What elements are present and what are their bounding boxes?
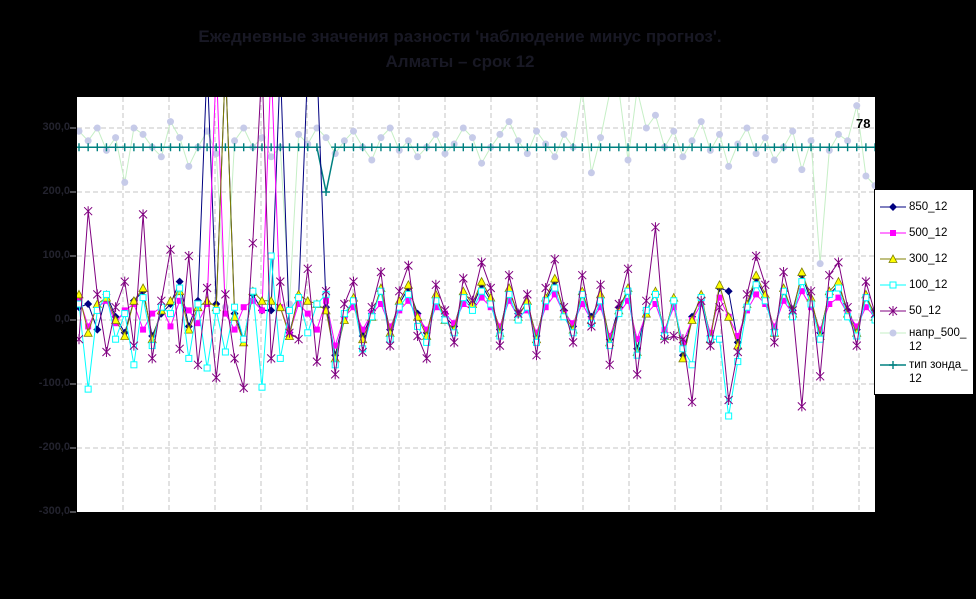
data-label-78: 78 <box>856 116 871 131</box>
y-axis-label: 200,0 <box>42 185 70 197</box>
legend-marker-square <box>880 230 906 236</box>
legend-label: напр_500_12 <box>909 327 967 353</box>
y-axis-label: -300,0 <box>38 505 70 517</box>
legend-marker-plus <box>880 361 906 369</box>
legend-item-300_12: 300_12 <box>879 248 973 270</box>
y-axis-label: -100,0 <box>38 377 70 389</box>
legend-marker-star <box>880 306 906 316</box>
series-50_12-line <box>78 97 875 407</box>
y-axis-label: 100,0 <box>42 249 70 261</box>
legend-marker-triangle <box>880 254 906 263</box>
legend-item--_12: тип зонда_12 <box>879 358 973 386</box>
legend-item-850_12: 850_12 <box>879 196 973 218</box>
series-100_12 <box>77 252 875 420</box>
chart-title-line2: Алматы – срок 12 <box>385 52 535 71</box>
y-axis-label: -200,0 <box>38 441 70 453</box>
legend-marker-diamond <box>880 203 906 211</box>
y-axis-ticks <box>70 127 76 513</box>
legend-item-50_12: 50_12 <box>879 300 973 322</box>
legend-label: 300_12 <box>909 253 948 265</box>
series-напр_500_12-line <box>78 97 875 308</box>
series-тип зонда_12-line <box>79 146 875 193</box>
legend-marker-circle <box>880 329 906 337</box>
chart-title-line1: Ежедневные значения разности 'наблюдение… <box>198 27 722 46</box>
legend-item-100_12: 100_12 <box>879 274 973 296</box>
legend-label: 100_12 <box>909 279 948 291</box>
legend-marker-square-open <box>880 281 906 289</box>
series-напр_500_12 <box>77 97 875 311</box>
chart-title: Ежедневные значения разности 'наблюдение… <box>70 24 850 74</box>
legend-item--_500_12: напр_500_12 <box>879 326 973 354</box>
y-axis-label: 0,0 <box>54 313 70 325</box>
legend-label: тип зонда_12 <box>909 359 968 385</box>
series-100_12-line <box>78 255 875 417</box>
legend-label: 850_12 <box>909 201 948 213</box>
series-50_12 <box>77 97 875 412</box>
legend-item-500_12: 500_12 <box>879 222 973 244</box>
y-axis-label: 300,0 <box>42 121 70 133</box>
legend: 850_12 500_12 300_12 100_12 50_12 напр_500_12… <box>874 189 974 395</box>
legend-label: 50_12 <box>909 305 941 317</box>
legend-label: 500_12 <box>909 227 948 239</box>
